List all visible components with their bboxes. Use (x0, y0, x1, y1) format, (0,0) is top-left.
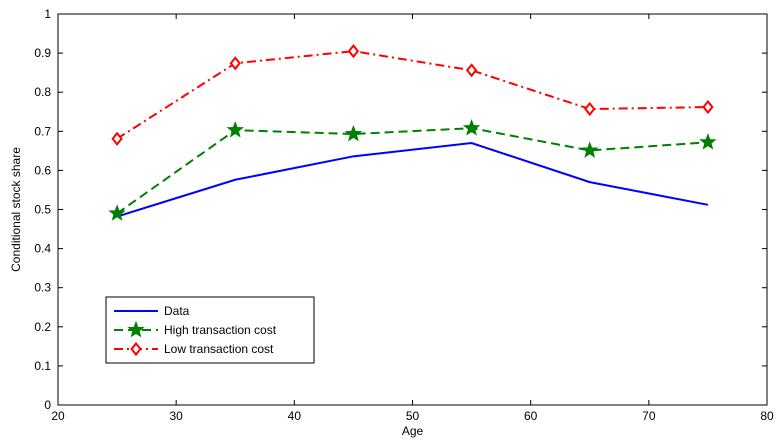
legend-marker (130, 341, 142, 357)
y-tick-label: 0 (44, 398, 51, 412)
data-point-marker (581, 141, 599, 158)
x-tick-label: 50 (406, 409, 420, 423)
x-tick-label: 80 (760, 409, 774, 423)
series-line (116, 127, 708, 215)
x-tick-label: 20 (51, 409, 65, 423)
data-point-marker (462, 119, 481, 136)
y-tick-label: 0.9 (34, 46, 51, 60)
legend-entry-label: Data (164, 304, 190, 318)
data-point-marker (702, 99, 714, 115)
y-tick-label: 0.6 (34, 163, 51, 177)
data-point-marker (699, 133, 717, 150)
series-low-transaction-cost (111, 44, 714, 146)
data-point-marker (111, 131, 123, 146)
x-axis-label: Age (402, 424, 424, 438)
data-point-marker (584, 101, 596, 117)
data-point-marker (347, 44, 360, 59)
legend: Data High transaction cost Low transaction… (105, 296, 315, 364)
axis-ticks (57, 13, 768, 406)
data-point-marker (229, 56, 241, 71)
x-tick-label: 70 (642, 409, 656, 423)
x-tick-label: 40 (288, 409, 302, 423)
series-line (116, 142, 709, 218)
series-high-transaction-cost (108, 119, 717, 221)
y-tick-label: 0.3 (34, 281, 51, 295)
legend-marker (127, 320, 145, 338)
y-tick-label: 0.8 (34, 85, 51, 99)
y-tick-label: 0.2 (34, 320, 51, 334)
legend-entry-label: High transaction cost (164, 323, 277, 337)
y-axis-label: Conditional stock share (9, 147, 23, 272)
y-tick-label: 0.4 (34, 242, 51, 256)
y-tick-label: 0.1 (34, 359, 51, 373)
y-tick-label: 0.5 (34, 203, 51, 217)
y-tick-label: 0.7 (34, 124, 51, 138)
series-layer (108, 44, 717, 221)
data-point-marker (226, 120, 244, 138)
y-tick-label: 1 (44, 7, 51, 21)
legend-entry-label: Low transaction cost (164, 342, 274, 356)
data-point-marker (465, 63, 478, 78)
data-point-marker (344, 124, 363, 142)
series-line (116, 50, 708, 140)
tick-labels: 20 30 40 50 60 70 80 0 0.1 0.2 0.3 0.4 0.5 0.6 0.7 0.8 0… (34, 7, 774, 423)
data-point-marker (108, 204, 126, 221)
x-tick-label: 60 (524, 409, 538, 423)
x-tick-label: 30 (169, 409, 183, 423)
series-data (116, 142, 709, 218)
